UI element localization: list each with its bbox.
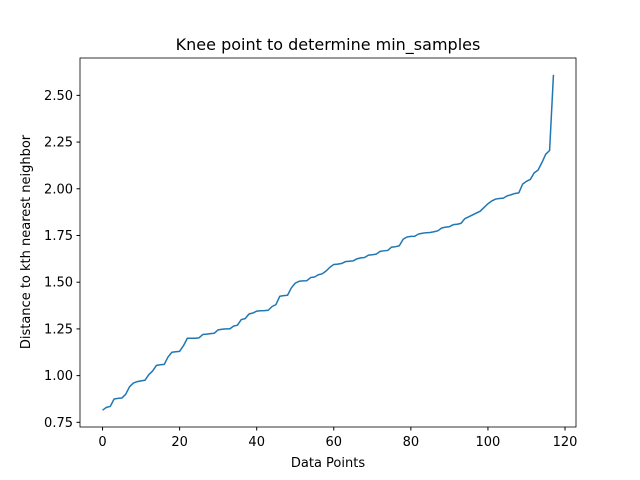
x-tick-label: 80 <box>403 435 420 450</box>
x-tick-label: 100 <box>476 435 501 450</box>
y-tick-label: 1.00 <box>44 369 73 384</box>
y-tick-label: 1.50 <box>44 276 73 291</box>
y-tick-label: 2.25 <box>44 136 73 151</box>
y-tick-label: 2.50 <box>44 89 73 104</box>
x-tick-label: 120 <box>553 435 578 450</box>
x-tick-label: 40 <box>248 435 265 450</box>
y-tick-label: 2.00 <box>44 182 73 197</box>
x-axis-label: Data Points <box>291 456 365 471</box>
data-line <box>102 74 555 411</box>
chart-title: Knee point to determine min_samples <box>176 35 481 55</box>
y-tick-label: 1.25 <box>44 322 73 337</box>
y-tick-label: 1.75 <box>44 229 73 244</box>
plot-frame <box>79 57 577 428</box>
x-tick-label: 0 <box>98 435 106 450</box>
y-tick-label: 0.75 <box>44 416 73 431</box>
y-axis-label: Distance to kth nearest neighbor <box>19 134 34 349</box>
x-tick-label: 20 <box>171 435 188 450</box>
x-tick-label: 60 <box>326 435 343 450</box>
